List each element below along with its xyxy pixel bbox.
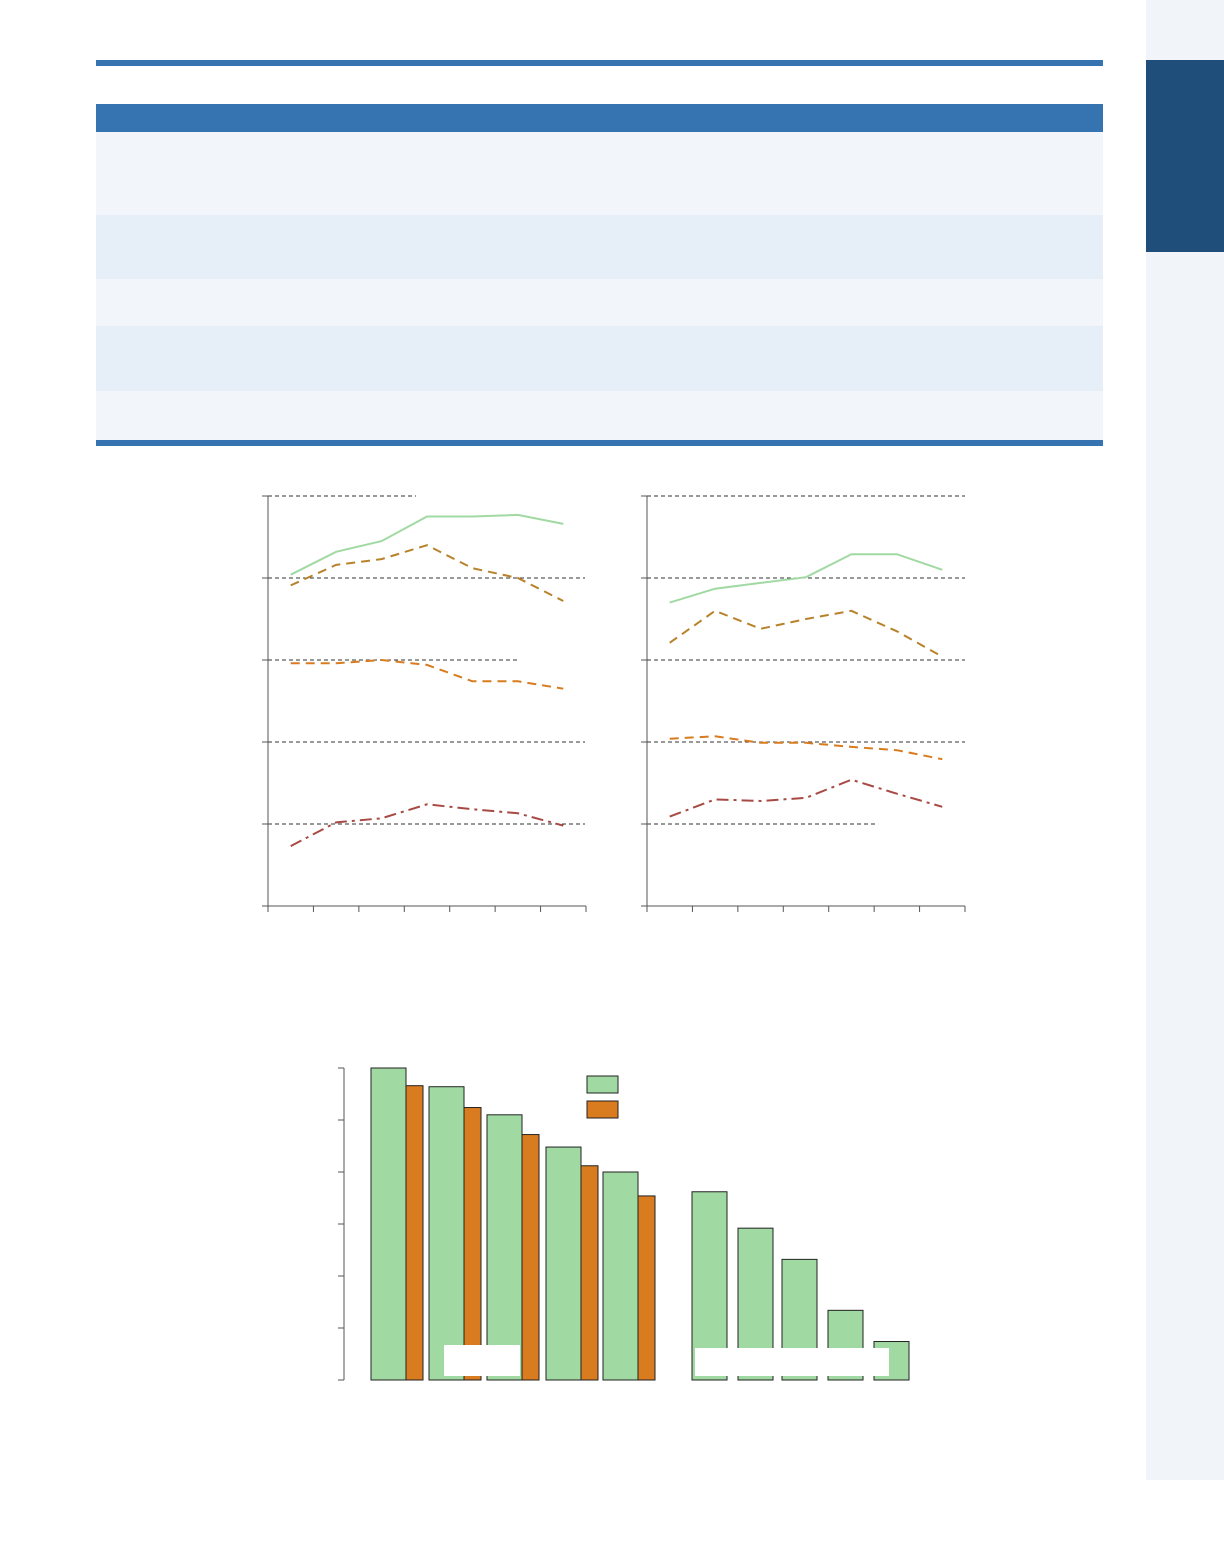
table-row bbox=[96, 391, 1103, 440]
series-line-2 bbox=[669, 609, 943, 658]
table-row bbox=[96, 326, 1103, 391]
series-line-1 bbox=[669, 553, 943, 604]
table-row bbox=[96, 279, 1103, 326]
group-label-box bbox=[444, 1345, 520, 1376]
bar-green bbox=[370, 1067, 407, 1381]
table-row bbox=[96, 132, 1103, 215]
bar-orange bbox=[521, 1134, 540, 1381]
table-row bbox=[96, 215, 1103, 279]
table-bottom-rule bbox=[96, 440, 1103, 446]
bar-orange bbox=[463, 1107, 482, 1381]
series-line-4 bbox=[290, 803, 564, 847]
table-header bbox=[96, 104, 1103, 132]
bar-green bbox=[486, 1114, 523, 1381]
series-line-2 bbox=[290, 544, 564, 602]
group-label-box bbox=[695, 1348, 889, 1376]
series-line-3 bbox=[290, 658, 564, 690]
legend-swatch-green bbox=[586, 1075, 619, 1094]
bar-orange bbox=[405, 1085, 424, 1381]
series-line-4 bbox=[669, 778, 943, 818]
bar-orange bbox=[637, 1195, 656, 1381]
bar-green bbox=[428, 1086, 465, 1381]
legend-swatch-orange bbox=[586, 1100, 619, 1119]
bar-orange bbox=[580, 1165, 599, 1381]
series-line-1 bbox=[290, 513, 564, 576]
bar-green bbox=[602, 1171, 639, 1381]
side-chapter-tab[interactable] bbox=[1146, 60, 1224, 252]
top-rule bbox=[96, 60, 1103, 66]
series-line-3 bbox=[669, 735, 943, 761]
bar-green bbox=[545, 1146, 582, 1381]
